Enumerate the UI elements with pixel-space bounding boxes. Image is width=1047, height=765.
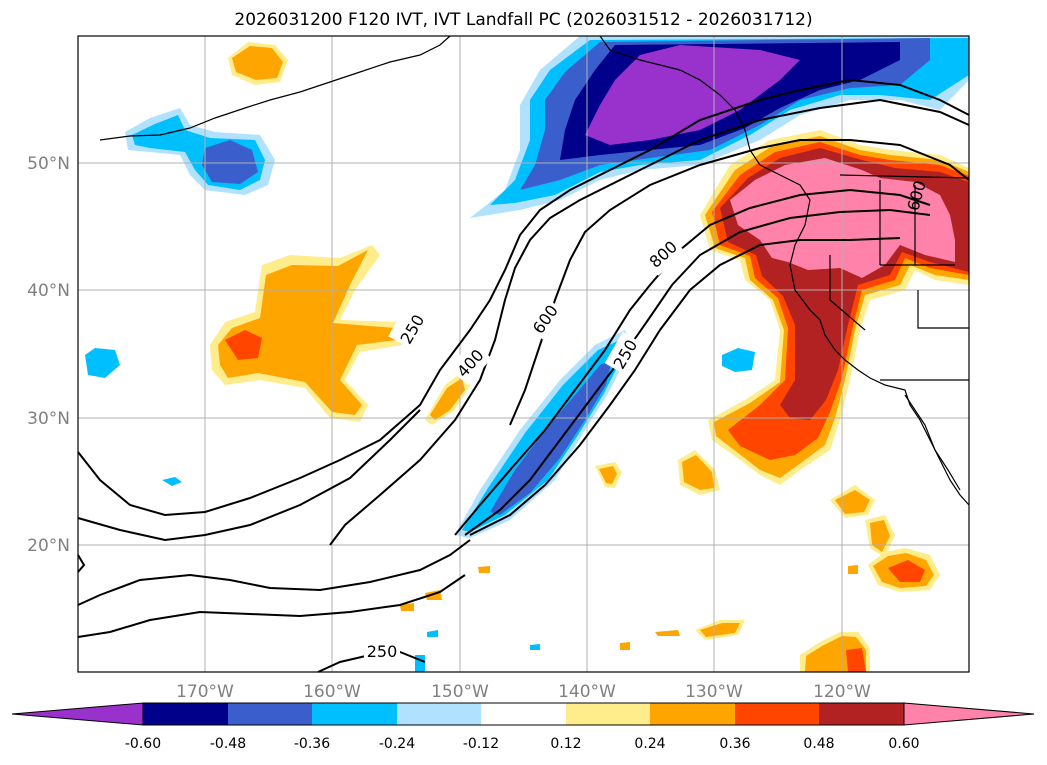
colorbar-tick-label: 0.24 (634, 736, 665, 752)
canada-coast (759, 164, 811, 201)
lon-tick-label: 120°W (813, 682, 871, 702)
positive-anomaly-west-mid-spot (225, 330, 262, 360)
contour-low-band-b (77, 574, 466, 638)
positive-anomaly-north-core (232, 46, 283, 80)
negative-anomaly-small2 (162, 477, 182, 486)
negative-anomaly-small4 (427, 630, 438, 637)
colorbar-bin (143, 703, 228, 725)
contour-800-b (464, 208, 931, 536)
colorbar-frame (142, 702, 905, 726)
positive-anomaly-west-mid-core (218, 250, 397, 415)
positive-anomaly-blob5-red (888, 560, 925, 582)
contour-label: 250 (367, 642, 398, 661)
lat-tick-label: 50°N (27, 154, 70, 174)
positive-anomaly-blob12 (848, 565, 858, 574)
contour-250-lower (77, 409, 421, 542)
positive-anomaly-blob3-core (835, 490, 870, 514)
colorbar-extend-min (11, 702, 144, 726)
lat-tick-label: 40°N (27, 281, 70, 301)
lon-tick-label: 140°W (558, 682, 616, 702)
alaska-aleutian-coast (99, 35, 451, 141)
lon-tick-label: 150°W (431, 682, 489, 702)
positive-anomaly-blob4-core (870, 520, 890, 552)
lon-tick-label: 170°W (176, 682, 234, 702)
colorbar-tick-label: 0.48 (803, 736, 834, 752)
colorbar-bin (312, 703, 397, 725)
baja-coast (904, 394, 961, 491)
colorbar-bin (566, 703, 650, 725)
positive-anomaly-blob7-core (700, 623, 740, 637)
colorbar-tick-label: 0.12 (550, 736, 581, 752)
colorbar-tick-label: -0.12 (463, 736, 499, 752)
negative-anomaly-west1-core (202, 140, 258, 184)
positive-anomaly-blob1-core (599, 466, 617, 484)
lon-tick-label: 130°W (685, 682, 743, 702)
longitude-tick-labels: 170°W 160°W 150°W 140°W 130°W 120°W (176, 682, 871, 702)
lon-tick-label: 160°W (303, 682, 361, 702)
colorbar-bin (650, 703, 735, 725)
contour-left-small (77, 554, 86, 573)
lat-tick-label: 30°N (27, 409, 70, 429)
contour-400 (329, 98, 970, 546)
us-border (839, 174, 970, 179)
negative-anomaly-small1 (722, 348, 755, 372)
map-title: 2026031200 F120 IVT, IVT Landfall PC (20… (234, 10, 813, 30)
contour-low-band-a (77, 539, 471, 606)
grid-lines (78, 36, 969, 672)
plot-frame (77, 35, 970, 673)
colorbar-bin (481, 703, 566, 725)
latitude-tick-labels: 20°N 30°N 40°N 50°N (27, 154, 70, 556)
colorbar-tick-label: 0.60 (888, 736, 919, 752)
negative-anomaly-jet-band-core (490, 360, 612, 515)
colorbar-tick-label: -0.24 (379, 736, 415, 752)
colorbar-bin (228, 703, 312, 725)
negative-anomaly-west2 (85, 348, 120, 378)
positive-anomaly-blob11 (478, 566, 490, 573)
colorbar-bin (397, 703, 481, 725)
contour-250-outer (77, 78, 970, 517)
lat-tick-label: 20°N (27, 536, 70, 556)
state-lines (829, 180, 969, 381)
coastlines (99, 35, 970, 506)
positive-anomaly-blob13 (620, 642, 630, 650)
negative-anomaly-gulf-alaska-core (585, 45, 800, 145)
alaska-coast (599, 35, 761, 166)
contour-800 (454, 188, 931, 536)
positive-anomaly-blob10 (400, 603, 414, 611)
colorbar-bin (735, 703, 819, 725)
positive-anomaly-blob6-red (846, 648, 866, 672)
positive-anomaly-blob2-core (682, 455, 714, 490)
contour-250-jet (469, 237, 901, 536)
positive-anomaly-jet-core (430, 378, 465, 420)
colorbar-tick-label: -0.48 (210, 736, 246, 752)
colorbar-tick-label: -0.36 (294, 736, 330, 752)
colorbar-extend-max (903, 702, 1035, 726)
colorbar-bin (819, 703, 904, 725)
negative-anomaly-small3 (530, 644, 540, 650)
colorbar: -0.60 -0.48 -0.36 -0.24 -0.12 0.12 0.24 … (11, 702, 1035, 752)
colorbar-tick-label: 0.36 (719, 736, 750, 752)
positive-anomaly-blob8 (655, 630, 680, 636)
colorbar-tick-label: -0.60 (125, 736, 161, 752)
